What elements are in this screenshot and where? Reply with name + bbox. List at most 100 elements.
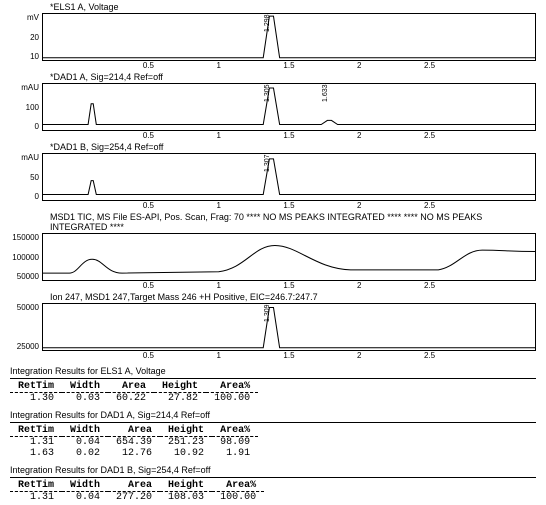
- x-tick: 0.5: [113, 131, 183, 140]
- x-axis: 0.511.522.5: [42, 61, 536, 70]
- x-tick: 1: [184, 281, 254, 290]
- x-tick: 0.5: [113, 281, 183, 290]
- x-tick: 2.5: [394, 201, 464, 210]
- y-axis-label: mAU500: [10, 153, 42, 201]
- cell: 0.02: [62, 448, 108, 459]
- col-header: Area: [108, 480, 160, 492]
- y-tick: 100: [26, 103, 39, 112]
- col-header: Area: [108, 425, 160, 437]
- cell: 0.03: [62, 393, 108, 405]
- chart-panel: *ELS1 A, Voltage mV 20 10 1.298 0.511.522.5: [10, 2, 536, 70]
- cell: 10.92: [160, 448, 212, 459]
- x-axis: 0.511.522.5: [42, 131, 536, 140]
- cell: 1.63: [10, 448, 62, 459]
- x-tick: 1.5: [254, 281, 324, 290]
- col-header: Area%: [206, 381, 258, 393]
- chart-panel: *DAD1 B, Sig=254,4 Ref=offmAU5001.3070.5…: [10, 142, 536, 210]
- chart-panel: *DAD1 A, Sig=214,4 Ref=offmAU10001.3051.…: [10, 72, 536, 140]
- y-axis-label: mAU 100 0: [10, 83, 42, 131]
- table-title: Integration Results for DAD1 B, Sig=254,…: [10, 465, 536, 475]
- results-table: RetTimWidthAreaHeightArea%1.310.04277.20…: [10, 480, 264, 503]
- panel-title: Ion 247, MSD1 247,Target Mass 246 +H Pos…: [50, 292, 536, 302]
- x-tick: 2: [324, 351, 394, 360]
- plot-area: 1.3051.633: [42, 83, 536, 131]
- col-header: Height: [154, 381, 206, 393]
- y-unit: mAU: [21, 83, 39, 92]
- x-tick: 0.5: [113, 201, 183, 210]
- plot-area: 1.309: [42, 303, 536, 351]
- table-title: Integration Results for DAD1 A, Sig=214,…: [10, 410, 536, 420]
- x-tick: 1.5: [254, 201, 324, 210]
- plot-area: 1.298: [42, 13, 536, 61]
- x-tick: 1.5: [254, 131, 324, 140]
- peak-label: 1.307: [264, 155, 271, 173]
- col-header: Width: [62, 480, 108, 492]
- cell: 100.00: [212, 492, 264, 504]
- y-unit: mV: [27, 13, 39, 22]
- x-tick: 1: [184, 201, 254, 210]
- panel-title: MSD1 TIC, MS File ES-API, Pos. Scan, Fra…: [50, 212, 536, 232]
- cell: 0.04: [62, 437, 108, 449]
- x-tick: 0.5: [113, 351, 183, 360]
- panel-title: *DAD1 A, Sig=214,4 Ref=off: [50, 72, 536, 82]
- cell: 98.09: [212, 437, 258, 449]
- cell: 12.76: [108, 448, 160, 459]
- cell: 251.23: [160, 437, 212, 449]
- divider: [10, 477, 536, 478]
- y-axis-label: mV 20 10: [10, 13, 42, 61]
- y-tick: 50: [30, 173, 39, 182]
- cell: 1.31: [10, 492, 62, 504]
- peak-label: 1.305: [264, 85, 271, 103]
- x-tick: 1.5: [254, 351, 324, 360]
- x-axis: 0.511.522.5: [42, 351, 536, 360]
- x-tick: 2.5: [394, 61, 464, 70]
- col-header: Width: [62, 425, 108, 437]
- x-tick: 2: [324, 61, 394, 70]
- peak-label: 1.298: [264, 15, 271, 33]
- peak-label: 1.309: [264, 305, 271, 323]
- y-axis-label: 5000025000: [10, 303, 42, 351]
- table-row: 1.300.0360.2227.82100.00: [10, 393, 258, 405]
- col-header: RetTim: [10, 425, 62, 437]
- cell: 27.82: [154, 393, 206, 405]
- cell: 1.30: [10, 393, 62, 405]
- col-header: Area: [108, 381, 154, 393]
- col-header: Height: [160, 425, 212, 437]
- results-table: RetTimWidthAreaHeightArea%1.310.04654.39…: [10, 425, 258, 459]
- y-tick: 20: [30, 33, 39, 42]
- y-tick: 25000: [17, 342, 39, 351]
- table-row: 1.310.04277.20108.03100.00: [10, 492, 264, 504]
- plot-area: [42, 233, 536, 281]
- x-tick: 1: [184, 61, 254, 70]
- y-tick: 100000: [12, 253, 39, 262]
- y-tick: 0: [35, 122, 39, 131]
- cell: 654.39: [108, 437, 160, 449]
- table-title: Integration Results for ELS1 A, Voltage: [10, 366, 536, 376]
- col-header: Height: [160, 480, 212, 492]
- x-tick: 2: [324, 201, 394, 210]
- col-header: Area%: [212, 425, 258, 437]
- x-tick: 2.5: [394, 281, 464, 290]
- x-tick: 2: [324, 281, 394, 290]
- y-tick: 10: [30, 52, 39, 61]
- x-axis: 0.511.522.5: [42, 281, 536, 290]
- col-header: Area%: [212, 480, 264, 492]
- panel-title: *ELS1 A, Voltage: [50, 2, 536, 12]
- panel-title: *DAD1 B, Sig=254,4 Ref=off: [50, 142, 536, 152]
- x-tick: 1: [184, 131, 254, 140]
- y-tick: 150000: [12, 233, 39, 242]
- y-tick: 50000: [17, 272, 39, 281]
- cell: 0.04: [62, 492, 108, 504]
- cell: 60.22: [108, 393, 154, 405]
- cell: 277.20: [108, 492, 160, 504]
- chart-panel: MSD1 TIC, MS File ES-API, Pos. Scan, Fra…: [10, 212, 536, 290]
- y-unit: mAU: [21, 153, 39, 162]
- x-tick: 1.5: [254, 61, 324, 70]
- y-axis-label: 150000 100000 50000: [10, 233, 42, 281]
- divider: [10, 378, 536, 379]
- chart-panel: Ion 247, MSD1 247,Target Mass 246 +H Pos…: [10, 292, 536, 360]
- table-row: 1.630.0212.7610.921.91: [10, 448, 258, 459]
- cell: 108.03: [160, 492, 212, 504]
- col-header: RetTim: [10, 381, 62, 393]
- x-tick: 2.5: [394, 131, 464, 140]
